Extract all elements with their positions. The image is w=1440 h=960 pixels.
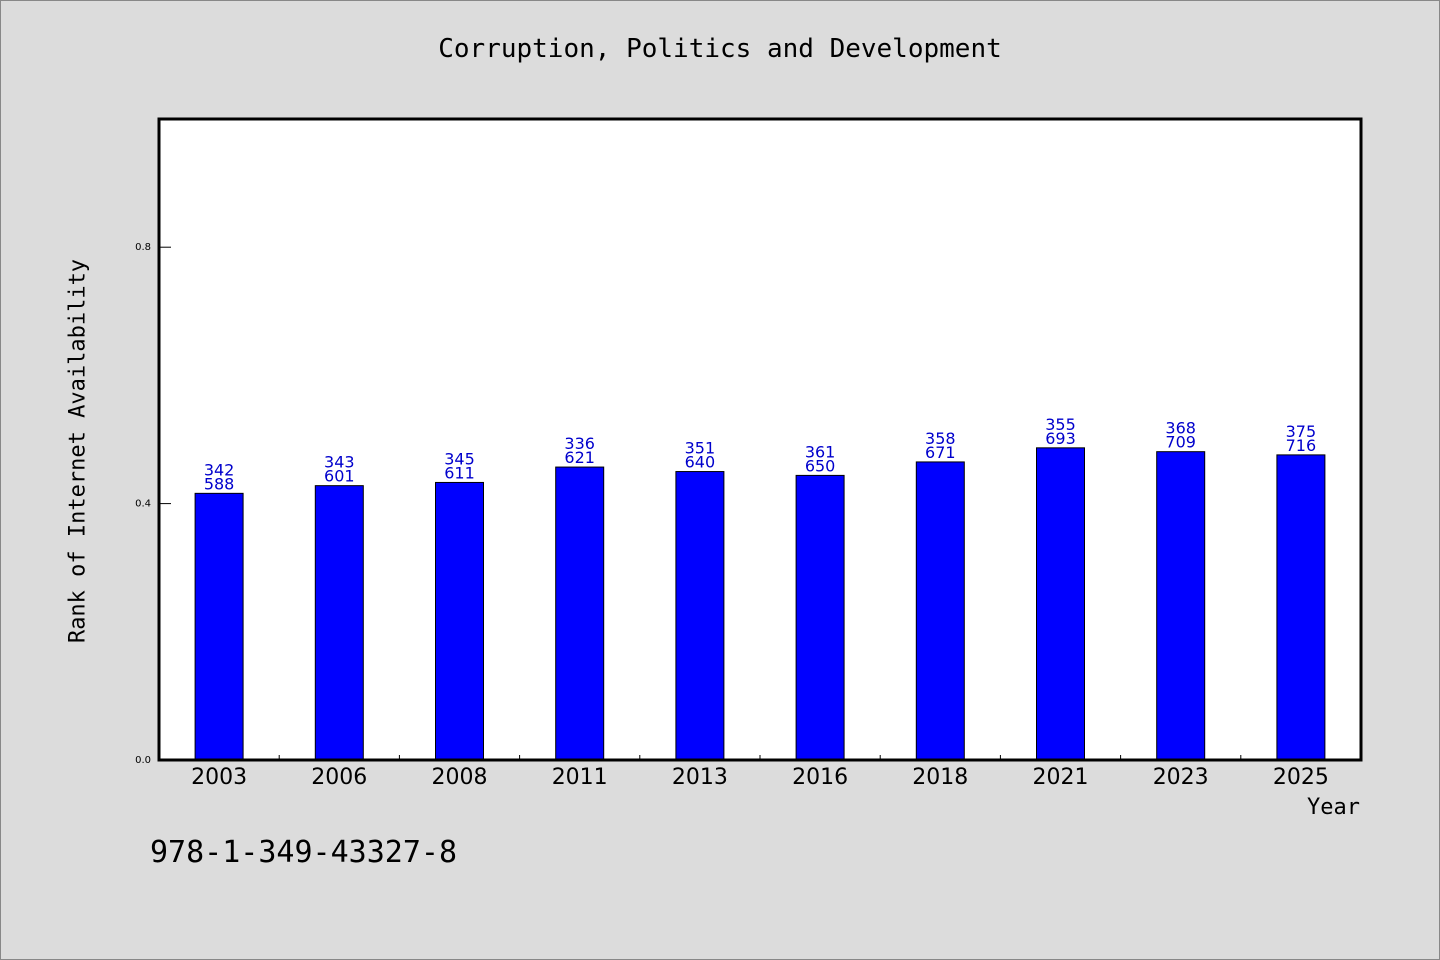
bar-data-label: 650 <box>805 456 836 475</box>
bar-data-label: 342 <box>204 460 235 479</box>
x-tick-label: 2021 <box>1033 765 1089 790</box>
bar-2018 <box>915 461 965 761</box>
y-tick-label: 0.0 <box>135 755 151 766</box>
x-tick-label: 2003 <box>191 765 247 790</box>
bar-data-label: 345 <box>444 449 475 468</box>
bar-data-label: 588 <box>204 474 235 493</box>
ticks-group: 2003 2006 2008 2011 2013 2016 2018 2021 2023 2025… <box>135 242 1329 790</box>
bar-2008 <box>435 481 484 761</box>
bar-data-label: 671 <box>925 443 956 462</box>
y-tick-label: 0.4 <box>135 499 151 510</box>
bar-2003 <box>194 492 244 761</box>
bar-data-label: 351 <box>685 439 716 458</box>
x-tick-label: 2016 <box>792 765 848 790</box>
bars-group: 3425883436013456113366213516403616503586… <box>194 415 1326 761</box>
bar-2025 <box>1276 454 1326 761</box>
bar-data-label: 343 <box>324 453 355 472</box>
bar-2023 <box>1156 451 1206 761</box>
plot-border <box>157 117 1363 762</box>
bar-2016 <box>795 474 845 761</box>
x-tick-label: 2025 <box>1273 765 1329 790</box>
bar-2011 <box>555 466 605 761</box>
bar-data-label: 611 <box>444 463 475 482</box>
bar-data-label: 640 <box>685 453 716 472</box>
chart-title: Corruption, Politics and Development <box>438 34 1002 64</box>
bar-data-label: 336 <box>564 434 595 453</box>
bar-data-label: 601 <box>324 467 355 486</box>
x-axis-label: Year <box>1307 795 1360 820</box>
bar-data-label: 621 <box>564 448 595 467</box>
bar-data-label: 361 <box>805 442 836 461</box>
bar-2006 <box>314 485 364 761</box>
bar-data-label: 375 <box>1286 422 1317 441</box>
x-tick-label: 2023 <box>1153 765 1209 790</box>
bar-data-label: 358 <box>925 429 956 448</box>
bar-data-label: 716 <box>1286 436 1317 455</box>
x-tick-label: 2011 <box>552 765 608 790</box>
bar-data-label: 355 <box>1045 415 1076 434</box>
x-tick-label: 2006 <box>311 765 367 790</box>
x-tick-label: 2018 <box>912 765 968 790</box>
bar-data-label: 368 <box>1165 419 1196 438</box>
x-tick-label: 2013 <box>672 765 728 790</box>
x-tick-label: 2008 <box>432 765 488 790</box>
bar-data-label: 709 <box>1165 433 1196 452</box>
bar-data-label: 693 <box>1045 429 1076 448</box>
bar-2013 <box>675 471 725 761</box>
y-tick-label: 0.8 <box>135 242 151 253</box>
bar-2021 <box>1036 447 1085 761</box>
isbn-text: 978-1-349-43327-8 <box>150 835 458 870</box>
